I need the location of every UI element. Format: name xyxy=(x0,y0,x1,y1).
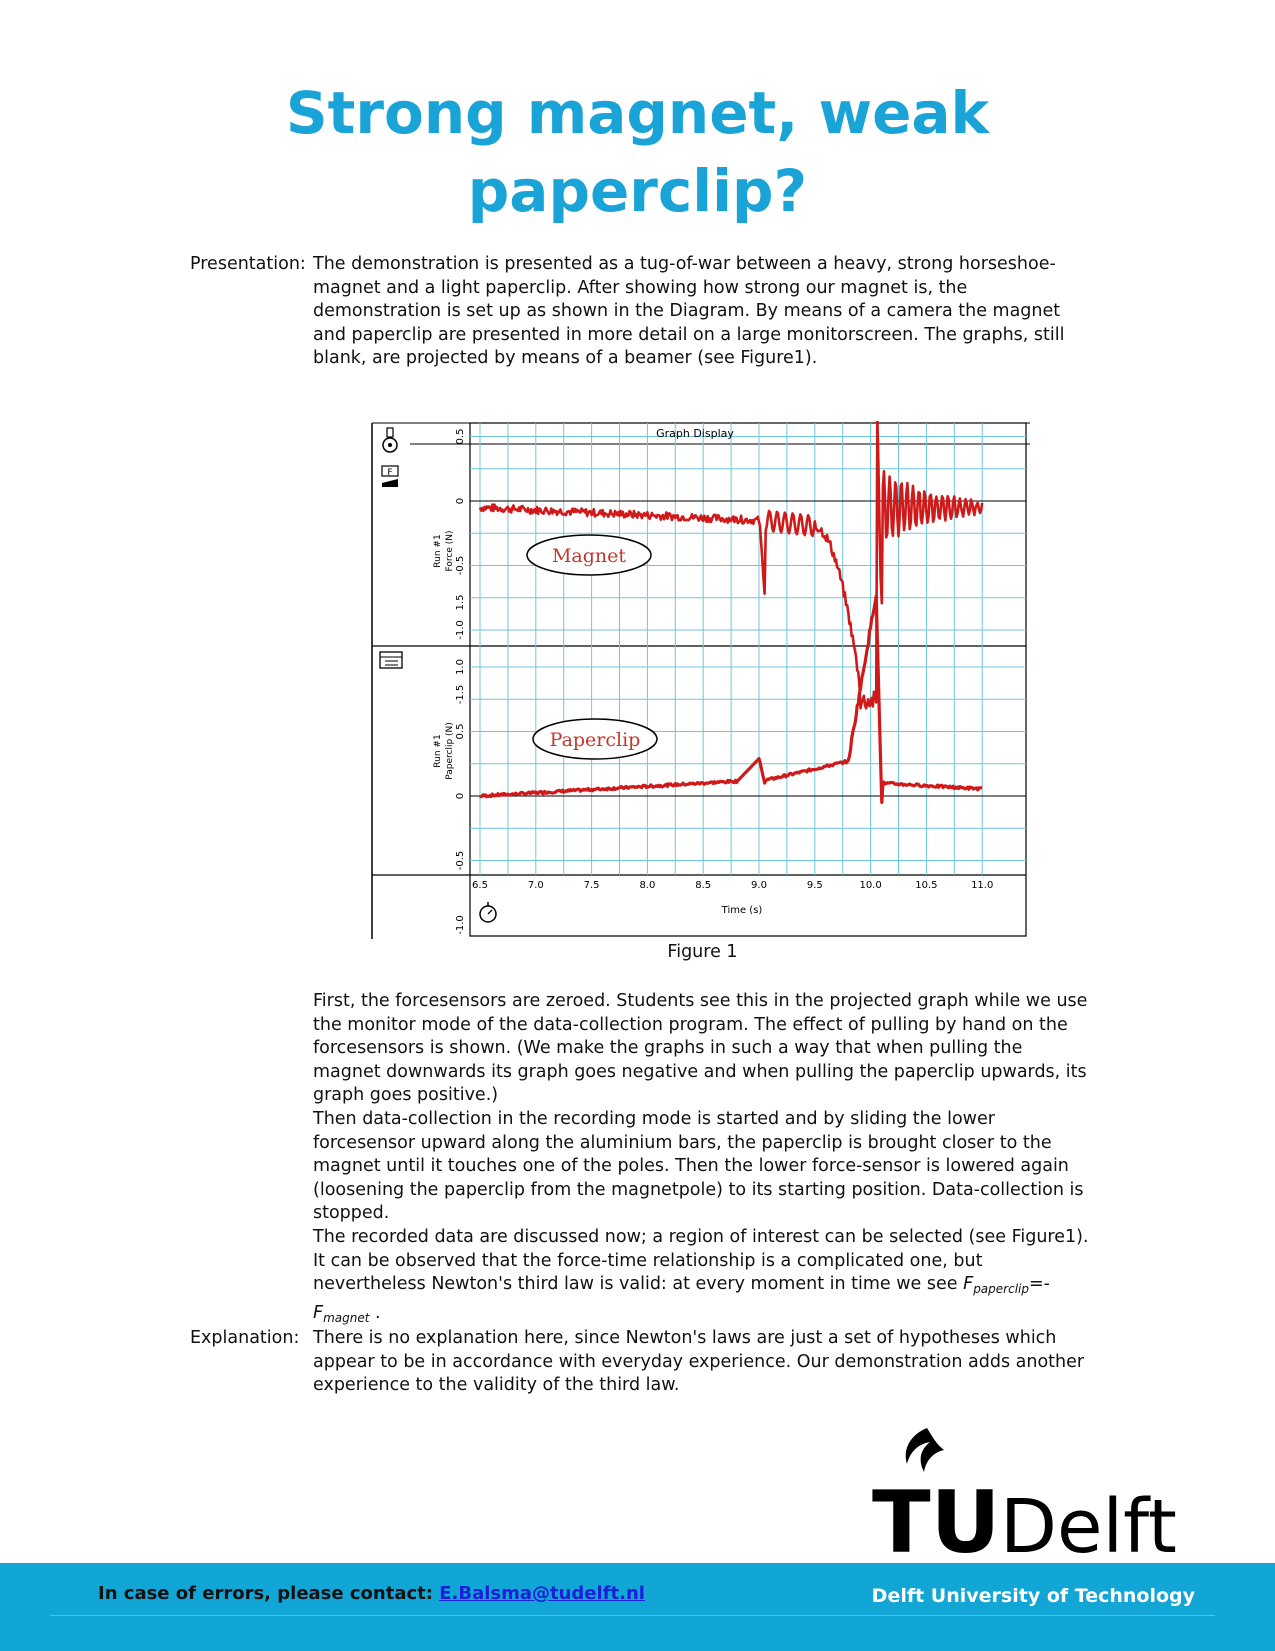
y-tick-label: 0.5 xyxy=(455,724,466,740)
calendar-icon xyxy=(379,651,403,669)
f-magnet: F xyxy=(313,1302,324,1323)
top-y-tick-labels: 1.0 0.5 0 -0.5 -1.0 -1.5 xyxy=(455,429,466,705)
footer-divider xyxy=(50,1615,1215,1616)
f-paperclip: F xyxy=(963,1274,974,1295)
paperclip-annotation-ellipse xyxy=(532,718,658,760)
svg-text:F: F xyxy=(387,468,392,478)
y-tick-label: 0 xyxy=(455,498,466,504)
y-tick-label: -1.5 xyxy=(455,685,466,705)
x-tick-label: 7.0 xyxy=(528,880,544,891)
top-y-label: Force (N) xyxy=(445,531,455,572)
contact-label: In case of errors, please contact: xyxy=(98,1583,440,1604)
y-tick-label: 0 xyxy=(455,793,466,799)
title-line-2: paperclip? xyxy=(467,157,808,225)
flame-icon xyxy=(905,1428,944,1472)
title-line-1: Strong magnet, weak xyxy=(285,79,990,147)
explanation-text: There is no explanation here, since Newt… xyxy=(313,1328,1085,1396)
y-tick-label: -1.0 xyxy=(455,620,466,640)
paragraph-zeroing: First, the forcesensors are zeroed. Stud… xyxy=(313,991,1088,1106)
x-tick-label: 9.0 xyxy=(751,880,767,891)
x-tick-label: 6.5 xyxy=(472,880,488,891)
bottom-y-label: Paperclip (N) xyxy=(445,722,455,780)
x-tick-label: 8.5 xyxy=(695,880,711,891)
presentation-text: The demonstration is presented as a tug-… xyxy=(313,254,1065,369)
explanation-label: Explanation: xyxy=(190,1328,300,1348)
stopwatch-icon xyxy=(479,902,497,923)
x-tick-label: 9.5 xyxy=(807,880,823,891)
explanation-section: Explanation: There is no explanation her… xyxy=(190,1327,1090,1398)
y-tick-label: -0.5 xyxy=(455,556,466,576)
contact-email-link[interactable]: E.Balsma@tudelft.nl xyxy=(439,1583,645,1604)
footer-bar: In case of errors, please contact: E.Bal… xyxy=(0,1563,1275,1651)
paragraph-recording: Then data-collection in the recording mo… xyxy=(313,1108,1084,1224)
grid-lines xyxy=(470,423,1026,875)
university-name: Delft University of Technology xyxy=(871,1585,1195,1607)
logo-tu: TU xyxy=(872,1473,1001,1554)
x-tick-label: 8.0 xyxy=(639,880,655,891)
y-tick-label: 1.5 xyxy=(455,595,466,611)
figure-1-graph: Graph Display Time (s) 6.5 7.0 7.5 8.0 8.5 9.… xyxy=(371,421,1030,939)
bottom-y-label-run: Run #1 xyxy=(433,734,443,767)
top-y-label-run: Run #1 xyxy=(433,534,443,567)
x-tick-label: 11.0 xyxy=(971,880,993,891)
magnet-annotation-ellipse xyxy=(526,534,652,576)
figure-caption: Figure 1 xyxy=(667,942,738,962)
y-tick-label: 1.0 xyxy=(455,659,466,675)
page-title: Strong magnet, weak paperclip? xyxy=(0,74,1275,230)
tu-delft-logo: TU Delft xyxy=(872,1428,1177,1554)
presentation-section: Presentation: The demonstration is prese… xyxy=(190,253,1090,371)
x-axis-label: Time (s) xyxy=(721,905,763,916)
magnet-force-trace xyxy=(478,421,984,710)
logo-delft: Delft xyxy=(1000,1484,1177,1554)
y-tick-label: -0.5 xyxy=(455,851,466,871)
x-tick-label: 7.5 xyxy=(584,880,600,891)
graph-display-title: Graph Display xyxy=(656,427,734,440)
magnet-annotation: Magnet xyxy=(552,545,626,567)
contact-line: In case of errors, please contact: E.Bal… xyxy=(98,1583,645,1604)
x-tick-label: 10.5 xyxy=(915,880,937,891)
body-section: First, the forcesensors are zeroed. Stud… xyxy=(190,990,1090,1330)
bottom-y-tick-labels: 1.5 1.0 0.5 0 -0.5 -1.0 xyxy=(455,595,466,935)
force-sensor-icon: F xyxy=(381,427,399,487)
paperclip-annotation: Paperclip xyxy=(550,729,641,751)
x-tick-labels: 6.5 7.0 7.5 8.0 8.5 9.0 9.5 10.0 10.5 11.0 xyxy=(472,880,993,891)
paperclip-force-trace xyxy=(479,594,983,804)
x-tick-label: 10.0 xyxy=(859,880,881,891)
y-tick-label: 0.5 xyxy=(455,429,466,445)
y-tick-label: -1.0 xyxy=(455,915,466,935)
presentation-label: Presentation: xyxy=(190,254,306,274)
paragraph-discussion: The recorded data are discussed now; a r… xyxy=(313,1226,1089,1325)
